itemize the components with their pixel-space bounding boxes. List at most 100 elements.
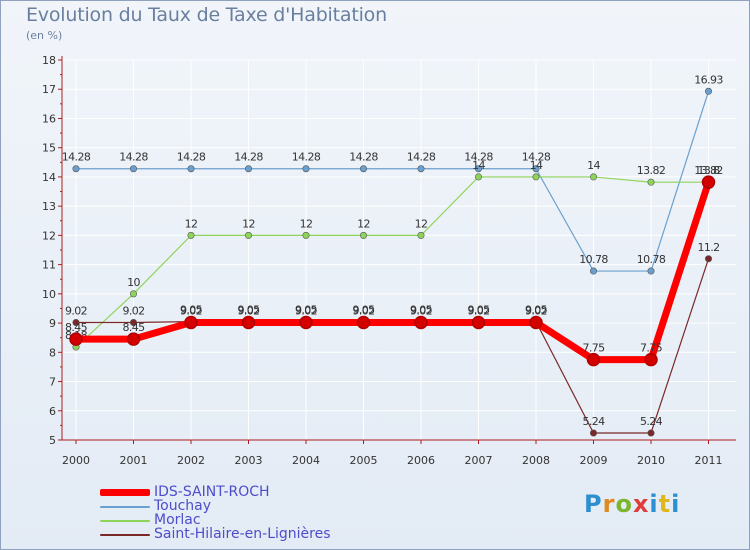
series-line-saint-hilaire-en-lignieres [75,258,710,434]
data-label-saint-hilaire-en-lignieres-2009: 5.24 [582,415,605,428]
data-label-morlac-2004: 12 [300,217,313,230]
x-tick-label-2007: 2007 [465,454,493,467]
data-point-ids-saint-roch-2011 [701,175,716,189]
data-point-ids-saint-roch-2000 [69,332,83,346]
data-label-saint-hilaire-en-lignieres-2005: 9.05 [352,304,375,317]
data-point-morlac-2010 [647,178,655,186]
data-label-touchay-2010: 10.78 [637,253,666,266]
data-label-touchay-2004: 14.28 [292,151,321,164]
data-point-touchay-2001 [130,165,138,173]
legend-item-saint-hilaire: Saint-Hilaire-en-Lignières [100,526,360,542]
data-point-morlac-2001 [130,290,138,298]
data-point-saint-hilaire-en-lignieres-2001 [130,318,138,326]
data-label-saint-hilaire-en-lignieres-2003: 9.05 [237,304,260,317]
data-label-ids-saint-roch-2011: 13.82 [694,164,723,177]
data-label-saint-hilaire-en-lignieres-2010: 5.24 [640,415,663,428]
y-tick-label-8: 8 [49,346,56,359]
data-label-saint-hilaire-en-lignieres-2011: 11.2 [697,241,719,254]
data-point-morlac-2008 [532,173,540,181]
series-line-morlac [75,176,710,348]
data-label-morlac-2009: 14 [587,159,600,172]
y-tick-label-5: 5 [49,434,56,447]
data-point-touchay-2000 [72,165,80,173]
data-point-ids-saint-roch-2010 [644,352,658,367]
legend-swatch-ids-saint-roch [100,489,150,496]
data-point-touchay-2006 [417,165,425,173]
legend-label-ids-saint-roch: IDS-SAINT-ROCH [154,484,270,500]
legend-item-morlac: Morlac [100,512,360,528]
data-point-morlac-2009 [589,173,597,181]
data-label-morlac-2010: 13.82 [637,164,666,177]
data-label-ids-saint-roch-2009: 7.75 [582,342,605,355]
data-point-touchay-2010 [647,267,655,275]
data-point-touchay-2005 [359,165,367,173]
data-point-morlac-2003 [245,231,253,239]
data-label-morlac-2001: 10 [127,276,140,289]
y-tick-label-6: 6 [49,405,56,418]
data-label-morlac-2005: 12 [357,217,370,230]
data-point-ids-saint-roch-2009 [586,352,601,367]
x-tick-label-2008: 2008 [522,454,550,467]
data-label-touchay-2000: 14.28 [62,151,91,164]
data-point-morlac-2002 [187,231,195,239]
data-label-ids-saint-roch-2000: 8.45 [65,321,88,334]
data-label-saint-hilaire-en-lignieres-2001: 9.02 [122,304,144,317]
legend-swatch-touchay [100,506,150,508]
data-label-ids-saint-roch-2010: 7.75 [640,342,663,355]
chart-title: Evolution du Taux de Taxe d'Habitation [26,4,387,26]
data-label-touchay-2003: 14.28 [234,151,263,164]
y-tick-label-15: 15 [42,142,56,155]
data-label-ids-saint-roch-2002: 9.02 [180,304,202,317]
data-label-touchay-2011: 16.93 [694,73,723,86]
x-tick-label-2011: 2011 [695,454,723,467]
data-point-ids-saint-roch-2005 [356,315,371,330]
x-tick-label-2000: 2000 [62,454,90,467]
x-tick-label-2004: 2004 [292,454,320,467]
data-point-touchay-2008 [532,165,540,173]
data-label-saint-hilaire-en-lignieres-2000: 9.02 [65,304,87,317]
series-line-touchay [75,90,710,272]
data-label-ids-saint-roch-2007: 9.02 [467,304,489,317]
data-label-morlac-2007: 14 [472,159,485,172]
x-tick-label-2010: 2010 [637,454,665,467]
data-point-touchay-2003 [245,165,253,173]
x-tick-label-2006: 2006 [407,454,435,467]
series-line-ids-saint-roch [72,178,712,364]
data-label-ids-saint-roch-2006: 9.02 [410,304,432,317]
legend-swatch-saint-hilaire [100,534,150,536]
data-point-saint-hilaire-en-lignieres-2009 [589,429,597,437]
data-point-touchay-2004 [302,165,310,173]
y-tick-label-14: 14 [42,171,56,184]
data-point-ids-saint-roch-2004 [299,315,313,330]
data-label-saint-hilaire-en-lignieres-2004: 9.05 [295,304,318,317]
data-point-saint-hilaire-en-lignieres-2011 [704,255,712,263]
data-label-morlac-2002: 12 [185,217,198,230]
data-label-ids-saint-roch-2004: 9.02 [295,304,317,317]
data-point-touchay-2002 [187,165,195,173]
data-point-saint-hilaire-en-lignieres-2000 [72,318,80,326]
y-tick-label-9: 9 [49,317,56,330]
data-point-morlac-2007 [474,173,482,181]
data-label-morlac-2003: 12 [242,217,255,230]
data-label-touchay-2009: 10.78 [579,253,608,266]
data-point-ids-saint-roch-2007 [471,315,486,330]
x-tick-label-2003: 2003 [235,454,263,467]
data-label-morlac-2011: 13.8 [697,164,720,177]
legend-swatch-morlac [100,520,150,522]
data-point-ids-saint-roch-2006 [414,315,428,330]
data-label-morlac-2008: 14 [530,159,543,172]
data-point-morlac-2006 [417,231,425,239]
x-tick-label-2001: 2001 [120,454,148,467]
data-label-touchay-2002: 14.28 [177,151,206,164]
x-tick-label-2002: 2002 [177,454,205,467]
y-tick-label-17: 17 [42,83,56,96]
y-tick-label-16: 16 [42,112,56,125]
y-tick-label-10: 10 [42,288,56,301]
data-label-saint-hilaire-en-lignieres-2002: 9.05 [180,304,203,317]
data-point-ids-saint-roch-2001 [126,332,141,346]
data-label-touchay-2008: 14.28 [522,151,551,164]
data-label-ids-saint-roch-2005: 9.02 [352,304,374,317]
data-point-ids-saint-roch-2002 [184,315,198,330]
data-point-ids-saint-roch-2008 [529,315,543,330]
